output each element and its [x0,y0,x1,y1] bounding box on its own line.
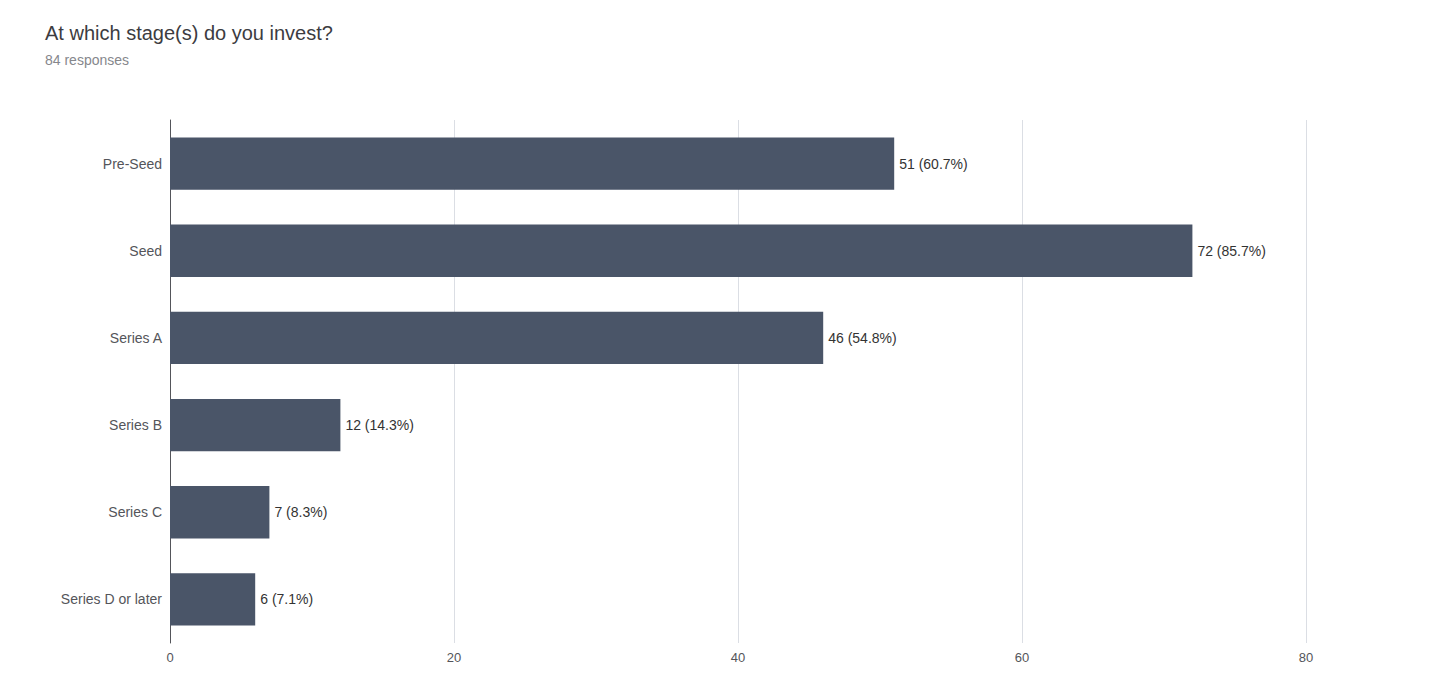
svg-text:7 (8.3%): 7 (8.3%) [274,504,327,520]
svg-text:Seed: Seed [129,243,162,259]
svg-text:84 responses: 84 responses [45,52,129,68]
svg-text:Series A: Series A [110,330,163,346]
svg-text:51 (60.7%): 51 (60.7%) [899,156,967,172]
svg-text:12 (14.3%): 12 (14.3%) [345,417,413,433]
svg-text:At which stage(s) do you inves: At which stage(s) do you invest? [45,22,333,44]
svg-text:40: 40 [731,650,745,665]
svg-text:72 (85.7%): 72 (85.7%) [1197,243,1265,259]
svg-text:Series B: Series B [109,417,162,433]
svg-text:Series C: Series C [108,504,162,520]
svg-text:Series D or later: Series D or later [61,591,162,607]
svg-text:60: 60 [1015,650,1029,665]
svg-text:80: 80 [1299,650,1313,665]
svg-text:46 (54.8%): 46 (54.8%) [828,330,896,346]
svg-text:0: 0 [166,650,173,665]
svg-text:6 (7.1%): 6 (7.1%) [260,591,313,607]
svg-text:20: 20 [447,650,461,665]
svg-text:Pre-Seed: Pre-Seed [103,156,162,172]
